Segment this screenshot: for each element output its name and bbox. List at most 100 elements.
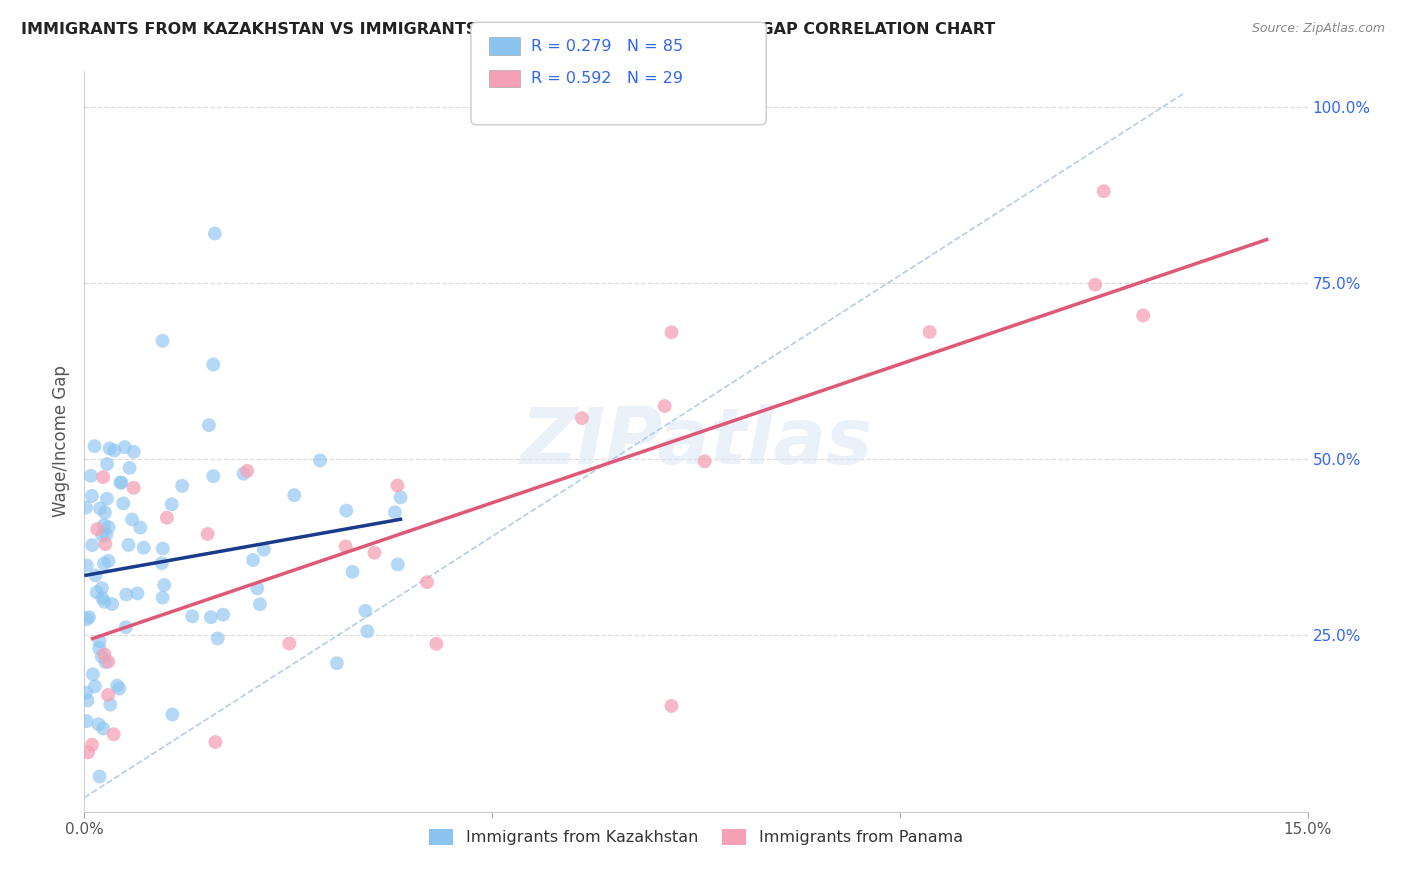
Immigrants from Kazakhstan (96, 457, 118, 471)
Immigrants from Kazakhstan (242, 553, 264, 567)
Immigrants from Panama (122, 481, 145, 495)
Immigrants from Kazakhstan (335, 503, 357, 517)
Immigrants from Kazakhstan (91, 722, 114, 736)
Immigrants from Kazakhstan (75, 685, 97, 699)
Immigrants from Kazakhstan (93, 595, 115, 609)
Immigrants from Kazakhstan (114, 440, 136, 454)
Immigrants from Panama (80, 738, 103, 752)
Immigrants from Kazakhstan (80, 468, 103, 483)
Immigrants from Kazakhstan (94, 655, 117, 669)
Immigrants from Kazakhstan (129, 521, 152, 535)
Immigrants from Kazakhstan (82, 538, 104, 552)
Immigrants from Panama (97, 688, 120, 702)
Immigrants from Kazakhstan (90, 649, 112, 664)
Immigrants from Kazakhstan (232, 467, 254, 481)
Immigrants from Kazakhstan (387, 558, 409, 572)
Immigrants from Kazakhstan (90, 581, 112, 595)
Immigrants from Kazakhstan (212, 607, 235, 622)
Immigrants from Panama (571, 411, 593, 425)
Immigrants from Panama (387, 478, 409, 492)
Immigrants from Kazakhstan (91, 591, 114, 606)
Immigrants from Kazakhstan (103, 443, 125, 458)
Immigrants from Kazakhstan (389, 491, 412, 505)
Immigrants from Kazakhstan (354, 604, 377, 618)
Text: R = 0.592   N = 29: R = 0.592 N = 29 (531, 71, 683, 86)
Immigrants from Kazakhstan (97, 554, 120, 568)
Immigrants from Kazakhstan (152, 541, 174, 556)
Immigrants from Kazakhstan (82, 667, 104, 681)
Immigrants from Kazakhstan (309, 453, 332, 467)
Immigrants from Kazakhstan (93, 518, 115, 533)
Immigrants from Kazakhstan (77, 610, 100, 624)
Immigrants from Kazakhstan (89, 641, 111, 656)
Immigrants from Kazakhstan (118, 461, 141, 475)
Immigrants from Kazakhstan (76, 612, 98, 626)
Text: Source: ZipAtlas.com: Source: ZipAtlas.com (1251, 22, 1385, 36)
Immigrants from Panama (103, 727, 125, 741)
Immigrants from Panama (97, 655, 120, 669)
Immigrants from Panama (1084, 277, 1107, 292)
Immigrants from Kazakhstan (93, 557, 115, 571)
Immigrants from Kazakhstan (84, 568, 107, 582)
Immigrants from Kazakhstan (202, 469, 225, 483)
Legend: Immigrants from Kazakhstan, Immigrants from Panama: Immigrants from Kazakhstan, Immigrants f… (423, 822, 969, 852)
Immigrants from Panama (93, 647, 115, 661)
Immigrants from Kazakhstan (76, 558, 98, 573)
Immigrants from Panama (425, 637, 447, 651)
Immigrants from Kazakhstan (83, 439, 105, 453)
Immigrants from Panama (654, 399, 676, 413)
Immigrants from Kazakhstan (246, 582, 269, 596)
Immigrants from Panama (197, 527, 219, 541)
Immigrants from Kazakhstan (86, 585, 108, 599)
Immigrants from Kazakhstan (249, 597, 271, 611)
Immigrants from Kazakhstan (127, 586, 149, 600)
Immigrants from Kazakhstan (94, 506, 117, 520)
Immigrants from Kazakhstan (97, 520, 120, 534)
Immigrants from Kazakhstan (89, 769, 111, 783)
Immigrants from Kazakhstan (160, 497, 183, 511)
Immigrants from Panama (693, 454, 716, 468)
Immigrants from Kazakhstan (122, 444, 145, 458)
Immigrants from Kazakhstan (162, 707, 184, 722)
Immigrants from Kazakhstan (326, 656, 349, 670)
Immigrants from Panama (918, 325, 941, 339)
Text: IMMIGRANTS FROM KAZAKHSTAN VS IMMIGRANTS FROM PANAMA WAGE/INCOME GAP CORRELATION: IMMIGRANTS FROM KAZAKHSTAN VS IMMIGRANTS… (21, 22, 995, 37)
Text: ZIPatlas: ZIPatlas (520, 403, 872, 480)
Immigrants from Kazakhstan (91, 528, 114, 542)
Immigrants from Kazakhstan (204, 227, 226, 241)
Immigrants from Kazakhstan (75, 500, 97, 515)
Immigrants from Panama (156, 510, 179, 524)
Immigrants from Kazakhstan (172, 479, 194, 493)
Immigrants from Kazakhstan (83, 679, 105, 693)
Immigrants from Panama (335, 540, 357, 554)
Immigrants from Kazakhstan (207, 632, 229, 646)
Immigrants from Panama (661, 325, 683, 339)
Immigrants from Kazakhstan (96, 491, 118, 506)
Immigrants from Kazakhstan (198, 418, 221, 433)
Immigrants from Panama (236, 464, 259, 478)
Text: R = 0.279   N = 85: R = 0.279 N = 85 (531, 39, 683, 54)
Immigrants from Kazakhstan (117, 538, 139, 552)
Immigrants from Panama (94, 537, 117, 551)
Immigrants from Kazakhstan (152, 334, 174, 348)
Immigrants from Panama (278, 636, 301, 650)
Y-axis label: Wage/Income Gap: Wage/Income Gap (52, 366, 70, 517)
Immigrants from Kazakhstan (114, 620, 136, 634)
Immigrants from Panama (416, 575, 439, 590)
Immigrants from Kazakhstan (356, 624, 378, 639)
Immigrants from Kazakhstan (121, 512, 143, 526)
Immigrants from Panama (661, 698, 683, 713)
Immigrants from Kazakhstan (153, 578, 176, 592)
Immigrants from Kazakhstan (87, 717, 110, 731)
Immigrants from Kazakhstan (110, 475, 132, 490)
Immigrants from Kazakhstan (105, 679, 128, 693)
Immigrants from Kazakhstan (80, 489, 103, 503)
Immigrants from Kazakhstan (89, 501, 111, 516)
Immigrants from Kazakhstan (112, 496, 135, 510)
Immigrants from Panama (363, 546, 385, 560)
Immigrants from Kazakhstan (98, 698, 121, 712)
Immigrants from Panama (91, 470, 114, 484)
Immigrants from Kazakhstan (342, 565, 364, 579)
Immigrants from Kazakhstan (150, 556, 173, 570)
Immigrants from Kazakhstan (253, 542, 276, 557)
